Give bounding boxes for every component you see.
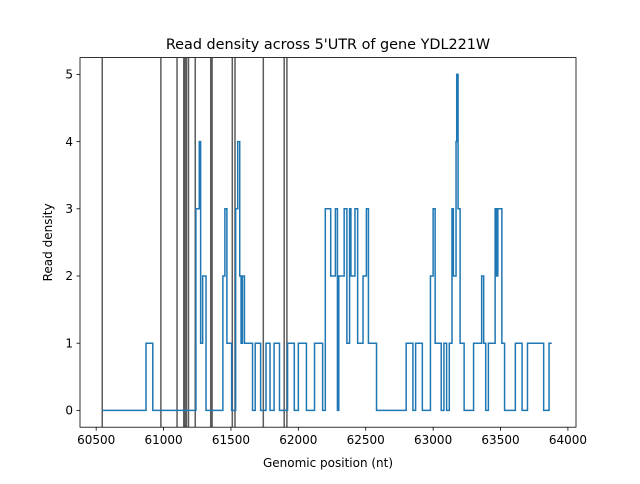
x-tick-label: 61000 bbox=[144, 433, 182, 447]
x-tick-label: 60500 bbox=[77, 433, 115, 447]
y-tick-label: 1 bbox=[65, 336, 73, 350]
x-tick-label: 64000 bbox=[549, 433, 587, 447]
y-axis-ticks: 0 1 2 3 4 5 bbox=[65, 68, 80, 418]
chart-title: Read density across 5'UTR of gene YDL221… bbox=[166, 37, 490, 53]
y-axis-label: Read density bbox=[41, 203, 55, 281]
x-tick-label: 63500 bbox=[481, 433, 519, 447]
y-tick-label: 5 bbox=[65, 68, 73, 82]
y-tick-label: 4 bbox=[65, 135, 73, 149]
x-axis-label: Genomic position (nt) bbox=[263, 456, 393, 470]
x-tick-label: 62500 bbox=[347, 433, 385, 447]
x-axis-ticks: 60500 61000 61500 62000 62500 63000 63500 64000 bbox=[77, 427, 587, 447]
y-tick-label: 0 bbox=[65, 404, 73, 418]
y-tick-label: 2 bbox=[65, 269, 73, 283]
x-tick-label: 63000 bbox=[414, 433, 452, 447]
series-line-0 bbox=[102, 73, 552, 412]
plot-area-frame bbox=[79, 57, 577, 428]
x-tick-label: 61500 bbox=[212, 433, 250, 447]
x-tick-label: 62000 bbox=[279, 433, 317, 447]
series-layer bbox=[102, 73, 552, 412]
y-tick-label: 3 bbox=[65, 202, 73, 216]
